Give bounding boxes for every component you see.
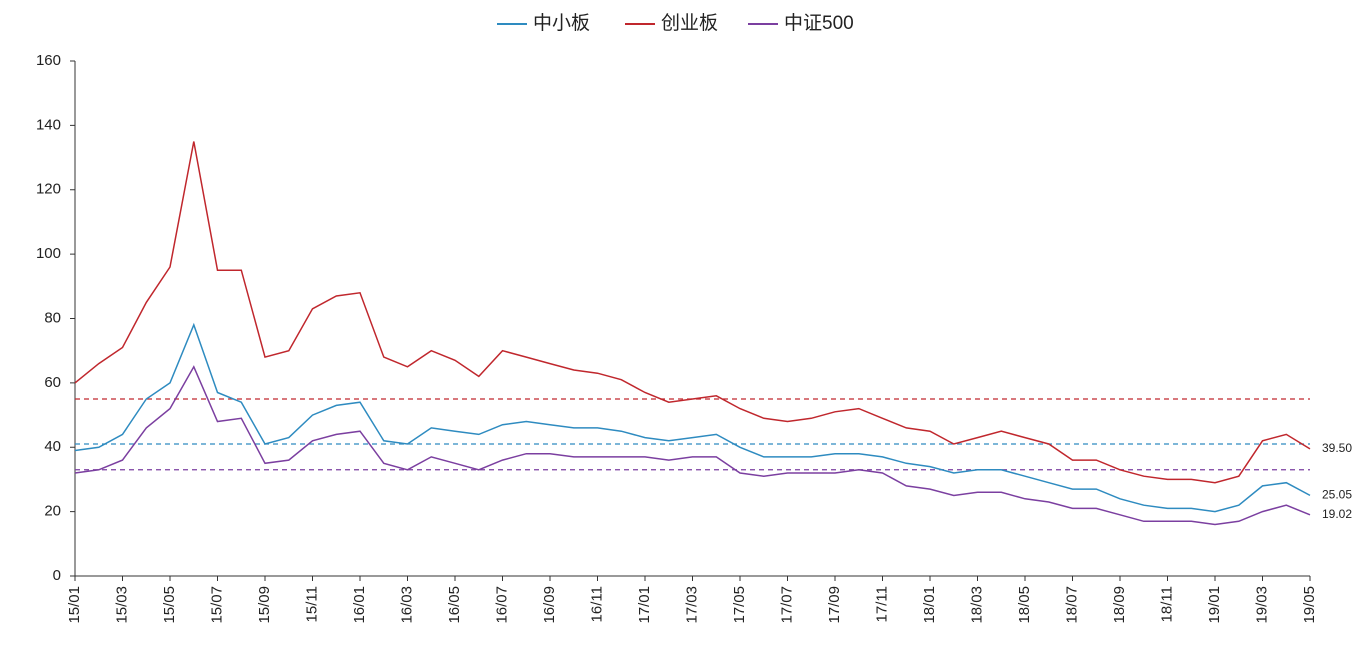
y-tick-label: 80	[44, 309, 61, 326]
y-tick-label: 140	[36, 116, 61, 133]
x-tick-label: 15/05	[161, 586, 178, 624]
y-tick-label: 120	[36, 181, 61, 198]
x-tick-label: 15/09	[256, 586, 273, 624]
series-line	[74, 365, 1311, 526]
x-tick-label: 17/03	[683, 586, 700, 624]
x-tick-label: 16/05	[446, 586, 463, 624]
x-tick-label: 16/01	[351, 586, 368, 624]
y-tick-label: 160	[36, 52, 61, 69]
y-tick-label: 20	[44, 503, 61, 520]
x-tick-label: 15/11	[303, 586, 320, 622]
y-tick-label: 60	[44, 374, 61, 391]
x-tick-label: 18/05	[1016, 586, 1033, 624]
x-tick-label: 18/03	[968, 586, 985, 624]
x-tick-label: 17/11	[873, 586, 890, 622]
x-tick-label: 17/09	[826, 586, 843, 624]
x-tick-label: 16/09	[541, 586, 558, 624]
series-line	[74, 322, 1311, 513]
x-tick-label: 18/01	[921, 586, 938, 624]
x-tick-label: 16/03	[398, 586, 415, 624]
x-tick-label: 15/07	[208, 586, 225, 624]
x-tick-label: 16/11	[588, 586, 605, 622]
x-tick-label: 17/01	[636, 586, 653, 624]
x-tick-label: 17/07	[778, 586, 795, 624]
x-tick-label: 15/01	[66, 586, 83, 624]
x-tick-label: 18/09	[1111, 586, 1128, 624]
series-line	[74, 141, 1311, 484]
value-label: 39.50	[1322, 441, 1352, 455]
y-tick-label: 0	[53, 567, 61, 584]
x-tick-label: 18/07	[1063, 586, 1080, 624]
x-tick-label: 19/05	[1301, 586, 1318, 624]
value-label: 19.02	[1322, 507, 1352, 521]
x-tick-label: 17/05	[731, 586, 748, 624]
legend-label: 中证500	[784, 12, 854, 34]
legend-label: 创业板	[661, 12, 718, 34]
y-tick-label: 40	[44, 438, 61, 455]
legend-label: 中小板	[533, 12, 590, 34]
value-label: 25.05	[1322, 488, 1352, 502]
x-tick-label: 15/03	[113, 586, 130, 624]
y-tick-label: 100	[36, 245, 61, 262]
x-tick-label: 19/01	[1206, 586, 1223, 624]
x-tick-label: 18/11	[1158, 586, 1175, 622]
x-tick-label: 19/03	[1253, 586, 1270, 624]
x-tick-label: 16/07	[493, 586, 510, 624]
